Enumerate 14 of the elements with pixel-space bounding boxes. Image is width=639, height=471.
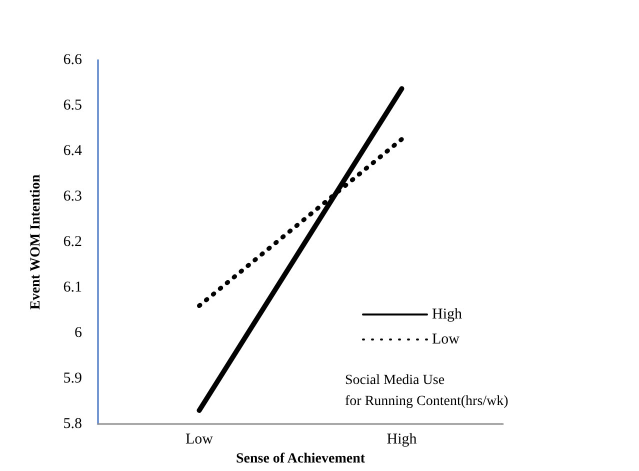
y-tick-label: 6.6 bbox=[63, 52, 82, 68]
y-axis-title: Event WOM Intention bbox=[28, 174, 44, 310]
legend-title: Social Media Use for Running Content(hrs/wk) bbox=[345, 373, 509, 409]
y-tick-label: 6.1 bbox=[63, 280, 82, 296]
y-tick-label: 6.5 bbox=[63, 98, 82, 114]
legend-label: High bbox=[432, 306, 462, 322]
legend-label: Low bbox=[432, 332, 460, 348]
y-tick-label: 6.4 bbox=[63, 143, 82, 160]
y-tick-label: 5.9 bbox=[63, 370, 82, 387]
x-axis-title: Sense of Achievement bbox=[236, 452, 366, 466]
y-tick-label: 6.2 bbox=[63, 234, 82, 250]
y-tick-label: 6.3 bbox=[63, 188, 82, 205]
y-tick-label: 5.8 bbox=[63, 416, 82, 432]
y-tick-label: 6 bbox=[74, 325, 82, 342]
